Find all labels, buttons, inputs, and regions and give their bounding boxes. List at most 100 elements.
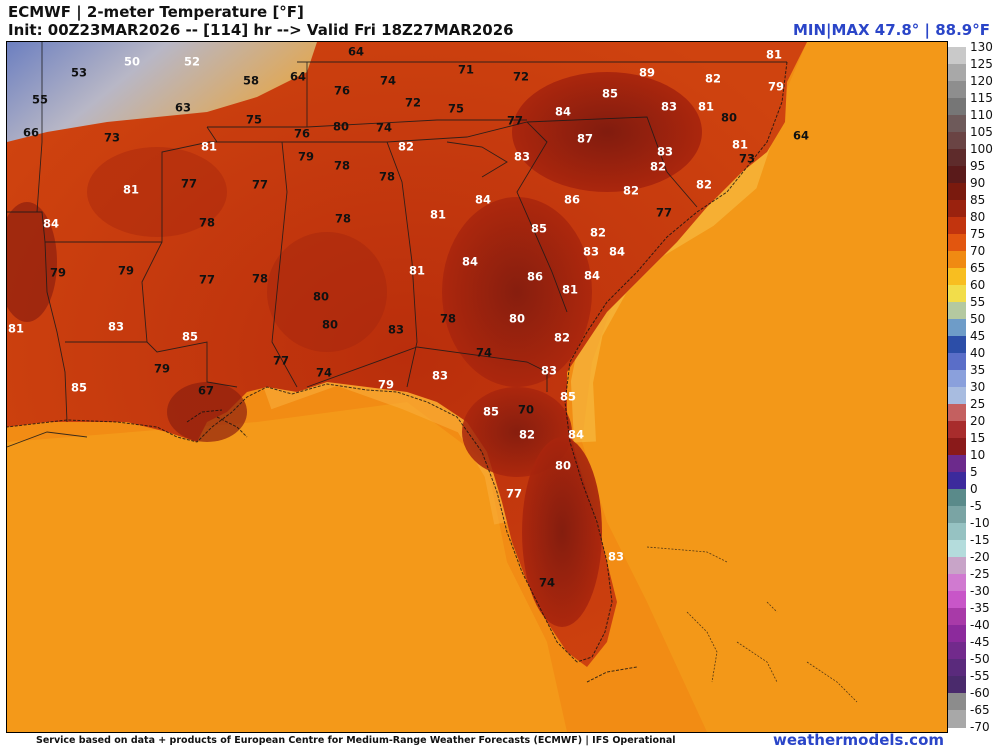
init-valid-time: Init: 00Z23MAR2026 -- [114] hr --> Valid… [8, 21, 514, 39]
color-scale-label: -30 [970, 584, 990, 598]
color-scale-segment [948, 489, 966, 507]
color-scale-segment [948, 710, 966, 728]
warm-patch-mississippi [267, 232, 387, 352]
color-scale-segment [948, 557, 966, 575]
temperature-label: 82 [519, 428, 535, 442]
temperature-label: 80 [555, 459, 571, 473]
temperature-label: 85 [182, 330, 198, 344]
temperature-label: 77 [507, 114, 523, 128]
color-scale-label: 125 [970, 57, 993, 71]
temperature-label: 67 [198, 384, 214, 398]
color-scale-segment [948, 98, 966, 116]
temperature-label: 55 [32, 93, 48, 107]
temperature-label: 82 [398, 140, 414, 154]
temperature-label: 82 [705, 72, 721, 86]
temperature-label: 77 [273, 354, 289, 368]
temperature-label: 81 [562, 283, 578, 297]
temperature-label: 84 [475, 193, 491, 207]
temperature-label: 50 [124, 55, 140, 69]
color-scale-label: 70 [970, 244, 986, 258]
brand-link[interactable]: weathermodels.com [772, 731, 944, 749]
color-scale-label: 80 [970, 210, 986, 224]
gulf-band [7, 402, 567, 732]
temperature-label: 58 [243, 74, 259, 88]
color-scale-label: 90 [970, 176, 986, 190]
color-scale-segment [948, 387, 966, 405]
temperature-label: 81 [732, 138, 748, 152]
temperature-label: 76 [334, 84, 350, 98]
temperature-label: 79 [154, 362, 170, 376]
color-scale-label: 55 [970, 295, 986, 309]
color-scale-label: -10 [970, 516, 990, 530]
color-scale-label: 30 [970, 380, 986, 394]
temperature-label: 85 [560, 390, 576, 404]
color-scale-label: -45 [970, 635, 990, 649]
temperature-label: 80 [322, 318, 338, 332]
color-scale-label: 105 [970, 125, 993, 139]
temperature-label: 79 [768, 80, 784, 94]
temperature-label: 77 [199, 273, 215, 287]
islands [646, 546, 858, 703]
color-scale-segment [948, 64, 966, 82]
temperature-label: 87 [577, 132, 593, 146]
temperature-label: 83 [514, 150, 530, 164]
color-scale-label: 120 [970, 74, 993, 88]
color-scale-label: 115 [970, 91, 993, 105]
temperature-label: 72 [513, 70, 529, 84]
hot-core-florida-peninsula [522, 437, 602, 627]
color-scale-label: 15 [970, 431, 986, 445]
temperature-label: 84 [43, 217, 59, 231]
color-scale-segment [948, 353, 966, 371]
color-scale-segment [948, 132, 966, 150]
temperature-label: 84 [568, 428, 584, 442]
temperature-label: 79 [378, 378, 394, 392]
coastlines [7, 61, 788, 683]
temperature-label: 78 [335, 212, 351, 226]
color-scale-segment [948, 183, 966, 201]
temperature-label: 78 [379, 170, 395, 184]
temperature-label: 89 [639, 66, 655, 80]
temperature-label: 77 [506, 487, 522, 501]
temperature-label: 81 [430, 208, 446, 222]
temperature-label: 53 [71, 66, 87, 80]
color-scale-label: 20 [970, 414, 986, 428]
color-scale-label: 110 [970, 108, 993, 122]
temperature-label: 79 [298, 150, 314, 164]
temperature-label: 80 [313, 290, 329, 304]
color-scale-label: -5 [970, 499, 982, 513]
temperature-label: 80 [721, 111, 737, 125]
temperature-label: 83 [608, 550, 624, 564]
color-scale-label: 0 [970, 482, 978, 496]
temperature-label: 79 [50, 266, 66, 280]
temperature-label: 77 [656, 206, 672, 220]
temperature-label: 73 [104, 131, 120, 145]
temperature-label: 78 [334, 159, 350, 173]
temperature-label: 81 [766, 48, 782, 62]
temperature-label: 84 [462, 255, 478, 269]
color-scale-segment [948, 659, 966, 677]
color-scale-label: -15 [970, 533, 990, 547]
temperature-label: 83 [108, 320, 124, 334]
color-scale-segment [948, 336, 966, 354]
color-scale-segment [948, 166, 966, 184]
temperature-label: 79 [118, 264, 134, 278]
temperature-label: 84 [609, 245, 625, 259]
warm-patch-arkansas [87, 147, 227, 237]
color-scale-label: 95 [970, 159, 986, 173]
color-scale-segment [948, 370, 966, 388]
color-scale-label: 100 [970, 142, 993, 156]
temperature-label: 66 [23, 126, 39, 140]
temperature-label: 81 [201, 140, 217, 154]
temperature-label: 82 [650, 160, 666, 174]
color-scale-segment [948, 268, 966, 286]
color-scale-label: -70 [970, 720, 990, 734]
color-scale-segment [948, 200, 966, 218]
temperature-label: 78 [440, 312, 456, 326]
color-scale-segment [948, 472, 966, 490]
temperature-label: 81 [123, 183, 139, 197]
color-scale-segment [948, 506, 966, 524]
color-scale-segment [948, 642, 966, 660]
temperature-label: 83 [661, 100, 677, 114]
temperature-label: 85 [71, 381, 87, 395]
color-scale-label: -40 [970, 618, 990, 632]
